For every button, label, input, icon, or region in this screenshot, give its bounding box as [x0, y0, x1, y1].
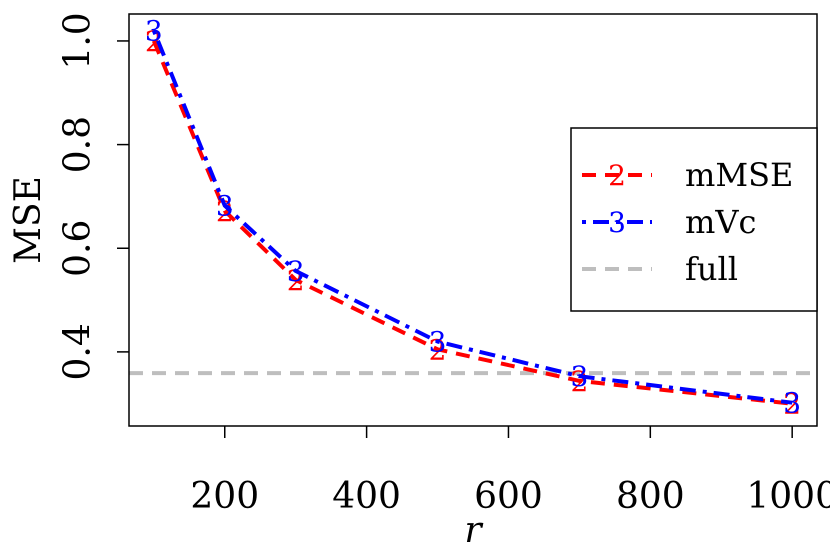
point-mVc-700: 3 — [570, 360, 588, 393]
y-axis-title: MSE — [8, 176, 49, 264]
x-axis: 200 400 600 800 1000 — [190, 426, 830, 517]
legend-box — [570, 127, 818, 312]
y-tick-label-1: 1.0 — [58, 12, 99, 69]
y-tick-label-0.6: 0.6 — [58, 220, 99, 277]
point-mMSE-100: 2 — [145, 25, 163, 58]
series-line-mVc — [151, 29, 793, 405]
point-mVc-200: 3 — [216, 190, 234, 223]
legend-label-full: full — [685, 250, 738, 288]
legend-label-mVc: mVc — [685, 203, 756, 241]
x-tick-label-200: 200 — [190, 476, 259, 517]
x-tick-label-800: 800 — [616, 476, 685, 517]
y-axis: 0.4 0.6 0.8 1.0 — [58, 12, 129, 381]
x-tick-label-600: 600 — [474, 476, 543, 517]
legend-marker-mMSE: 2 — [608, 159, 626, 192]
x-axis-title: r — [464, 510, 483, 551]
x-tick-label-400: 400 — [332, 476, 401, 517]
series-line-mMSE — [151, 40, 793, 406]
y-tick-label-0.4: 0.4 — [58, 323, 99, 380]
point-mVc-300: 3 — [287, 255, 305, 288]
x-tick-label-1000: 1000 — [746, 476, 830, 517]
y-tick-label-0.8: 0.8 — [58, 116, 99, 173]
point-mMSE-200: 2 — [216, 195, 234, 228]
legend-label-mMSE: mMSE — [685, 156, 793, 194]
legend-marker-mVc: 3 — [608, 206, 626, 239]
point-mMSE-1000: 2 — [783, 388, 801, 421]
point-mVc-1000: 3 — [783, 387, 801, 420]
point-mMSE-700: 2 — [570, 365, 588, 398]
legend: 2 mMSE 3 mVc full — [570, 127, 818, 312]
point-mVc-500: 3 — [429, 326, 447, 359]
point-mMSE-500: 2 — [429, 333, 447, 366]
point-mVc-100: 3 — [145, 15, 163, 48]
